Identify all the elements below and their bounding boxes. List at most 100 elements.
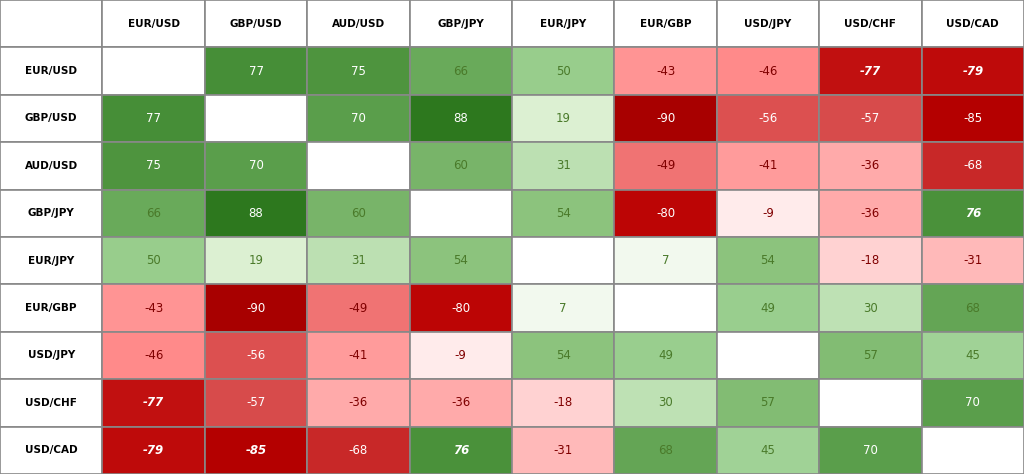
Bar	[614, 95, 717, 142]
Text: 45: 45	[966, 349, 980, 362]
Text: -56: -56	[759, 112, 777, 125]
Bar	[614, 284, 717, 332]
Bar	[512, 95, 614, 142]
Bar	[102, 379, 205, 427]
Text: 88: 88	[454, 112, 468, 125]
Text: 70: 70	[966, 396, 980, 410]
Bar	[307, 95, 410, 142]
Text: 7: 7	[559, 301, 567, 315]
Text: 7: 7	[662, 254, 670, 267]
Bar	[205, 284, 307, 332]
Bar	[410, 0, 512, 47]
Bar	[307, 142, 410, 190]
Bar	[819, 379, 922, 427]
Bar	[102, 142, 205, 190]
Text: 70: 70	[351, 112, 366, 125]
Bar	[410, 142, 512, 190]
Bar	[819, 95, 922, 142]
Bar	[205, 379, 307, 427]
Text: USD/CHF: USD/CHF	[845, 18, 896, 29]
Bar	[0, 237, 102, 284]
Bar	[307, 47, 410, 95]
Bar	[512, 142, 614, 190]
Text: -56: -56	[247, 349, 265, 362]
Text: -90: -90	[247, 301, 265, 315]
Text: -85: -85	[964, 112, 982, 125]
Bar	[922, 237, 1024, 284]
Text: -68: -68	[349, 444, 368, 457]
Text: USD/JPY: USD/JPY	[28, 350, 75, 361]
Text: -43: -43	[144, 301, 163, 315]
Bar	[512, 237, 614, 284]
Bar	[0, 190, 102, 237]
Bar	[410, 95, 512, 142]
Bar	[922, 0, 1024, 47]
Text: 75: 75	[146, 159, 161, 173]
Bar	[717, 379, 819, 427]
Bar	[307, 379, 410, 427]
Text: 76: 76	[453, 444, 469, 457]
Text: AUD/USD: AUD/USD	[25, 161, 78, 171]
Bar	[717, 332, 819, 379]
Bar	[307, 190, 410, 237]
Text: 60: 60	[454, 159, 468, 173]
Bar	[717, 190, 819, 237]
Text: EUR/JPY: EUR/JPY	[28, 255, 75, 266]
Text: 66: 66	[454, 64, 468, 78]
Bar	[102, 427, 205, 474]
Bar	[512, 190, 614, 237]
Text: -46: -46	[759, 64, 777, 78]
Text: -46: -46	[144, 349, 163, 362]
Text: 31: 31	[351, 254, 366, 267]
Bar	[717, 0, 819, 47]
Text: -9: -9	[455, 349, 467, 362]
Text: -57: -57	[861, 112, 880, 125]
Text: -31: -31	[554, 444, 572, 457]
Text: 70: 70	[249, 159, 263, 173]
Text: GBP/USD: GBP/USD	[229, 18, 283, 29]
Bar	[922, 379, 1024, 427]
Text: GBP/USD: GBP/USD	[25, 113, 78, 124]
Bar	[614, 427, 717, 474]
Bar	[102, 190, 205, 237]
Bar	[0, 95, 102, 142]
Text: 75: 75	[351, 64, 366, 78]
Bar	[0, 332, 102, 379]
Bar	[614, 237, 717, 284]
Bar	[819, 237, 922, 284]
Text: -80: -80	[656, 207, 675, 220]
Text: 54: 54	[454, 254, 468, 267]
Bar	[0, 284, 102, 332]
Text: USD/JPY: USD/JPY	[744, 18, 792, 29]
Bar	[717, 237, 819, 284]
Text: -80: -80	[452, 301, 470, 315]
Bar	[410, 427, 512, 474]
Text: -41: -41	[349, 349, 368, 362]
Bar	[205, 47, 307, 95]
Text: -36: -36	[452, 396, 470, 410]
Text: 50: 50	[146, 254, 161, 267]
Bar	[819, 284, 922, 332]
Bar	[614, 190, 717, 237]
Text: AUD/USD: AUD/USD	[332, 18, 385, 29]
Bar	[614, 0, 717, 47]
Text: -36: -36	[861, 207, 880, 220]
Text: EUR/GBP: EUR/GBP	[640, 18, 691, 29]
Bar	[307, 332, 410, 379]
Text: 31: 31	[556, 159, 570, 173]
Bar	[102, 237, 205, 284]
Bar	[819, 142, 922, 190]
Bar	[819, 190, 922, 237]
Bar	[0, 0, 102, 47]
Bar	[102, 47, 205, 95]
Text: 49: 49	[658, 349, 673, 362]
Bar	[205, 142, 307, 190]
Bar	[410, 332, 512, 379]
Bar	[614, 332, 717, 379]
Text: -49: -49	[349, 301, 368, 315]
Bar	[410, 190, 512, 237]
Text: USD/CAD: USD/CAD	[25, 445, 78, 456]
Text: -49: -49	[656, 159, 675, 173]
Text: -36: -36	[349, 396, 368, 410]
Bar	[205, 332, 307, 379]
